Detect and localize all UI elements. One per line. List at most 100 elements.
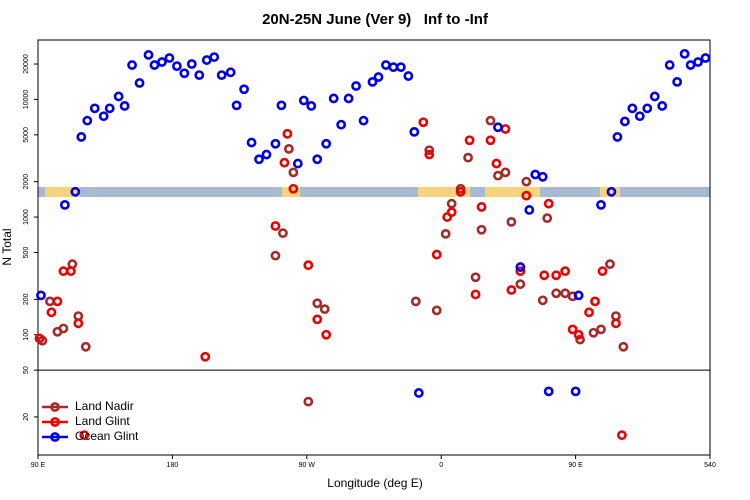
point [551,270,562,281]
y-tick-label: 1000 [23,209,30,225]
point [201,55,212,65]
point [164,53,175,63]
point [82,115,93,126]
point [58,266,69,277]
point [395,62,406,73]
point [381,60,391,70]
point [59,199,70,210]
point [413,388,424,398]
y-tick-label: 5000 [23,127,30,143]
point [605,259,615,270]
point [200,351,211,362]
point [539,270,550,281]
point [612,132,623,142]
point [179,68,190,79]
point [551,288,562,299]
point [403,71,414,81]
point [104,103,115,114]
point [524,205,535,215]
point [543,198,554,209]
point [700,53,711,63]
chart-title: 20N-25N June (Ver 9) Inf to -Inf [262,11,489,28]
point [36,290,46,301]
point [588,327,599,338]
point [500,167,511,178]
point [616,430,627,441]
y-axis-label: N Total [0,228,14,265]
point [143,50,154,60]
point [321,138,332,149]
point [506,285,517,295]
point [261,149,272,160]
point [209,52,220,62]
point [282,128,293,139]
point [685,60,696,70]
point [58,323,69,334]
point [186,59,197,69]
point [491,158,502,169]
point [418,117,429,128]
point [149,60,160,70]
point [306,101,317,111]
point [446,207,457,218]
point [279,157,290,168]
point [367,76,378,87]
point [596,199,606,210]
point [73,318,84,329]
x-tick-label: 180 [167,462,179,469]
point [560,266,571,277]
point [611,318,621,329]
point [312,154,323,165]
point [573,290,584,301]
y-tick-label: 10000 [23,90,30,110]
point [80,341,91,352]
point [537,295,548,306]
point [573,329,584,340]
point [500,124,511,134]
point [171,61,182,72]
point [127,60,137,70]
point [634,111,645,122]
point [113,91,124,102]
point [270,250,281,261]
point [157,57,167,67]
point [485,115,496,126]
point [321,329,332,340]
y-tick-label: 500 [23,247,30,259]
point [567,324,578,335]
point [570,386,581,397]
point [239,84,249,95]
point [446,198,457,209]
point [590,296,600,307]
point [606,186,617,197]
point [619,116,630,127]
point [515,262,526,272]
point [455,186,466,197]
point [194,70,205,80]
point [543,386,554,397]
point [312,298,323,309]
legend-marker [50,432,60,442]
point [312,314,323,325]
point [515,266,526,277]
point [292,158,303,169]
point [298,95,309,106]
point [431,249,442,260]
point [52,296,63,307]
point [283,143,294,154]
point [358,115,369,126]
point [521,176,532,187]
point [319,304,330,315]
point [409,126,420,137]
band-patch [45,187,80,197]
point [65,266,76,277]
point [303,396,314,407]
point [270,221,281,231]
point [424,149,435,160]
y-tick-label: 50 [23,366,30,374]
point [470,272,481,283]
point [464,135,475,146]
point [216,70,227,80]
point [679,48,690,59]
point [351,81,361,91]
